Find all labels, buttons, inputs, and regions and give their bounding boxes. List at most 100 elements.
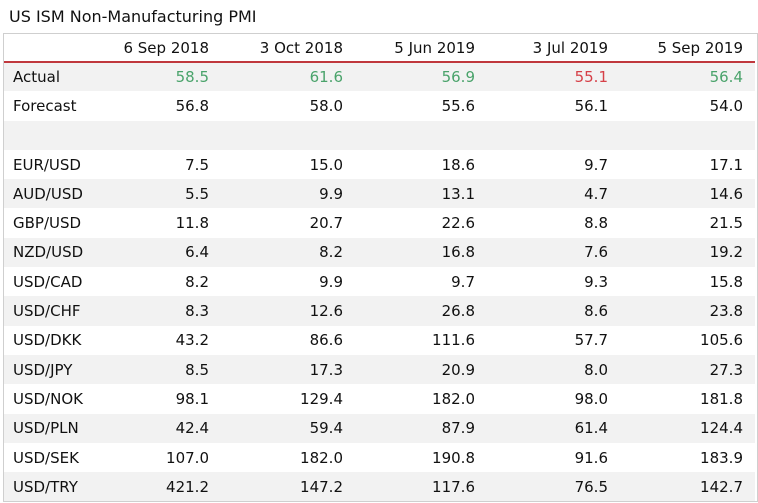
value-cell: 5.5 <box>103 179 221 209</box>
table-row: GBP/USD 11.8 20.7 22.6 8.8 21.5 <box>4 208 755 238</box>
value-cell: 9.9 <box>221 179 355 209</box>
table-row: USD/CAD 8.2 9.9 9.7 9.3 15.8 <box>4 267 755 297</box>
value-cell: 421.2 <box>103 472 221 502</box>
value-cell: 15.8 <box>620 267 755 297</box>
value-cell: 16.8 <box>355 237 487 268</box>
value-cell: 6.4 <box>103 237 221 268</box>
value-cell: 54.0 <box>620 91 755 121</box>
table-row: USD/DKK 43.2 86.6 111.6 57.7 105.6 <box>4 325 755 355</box>
row-label: USD/NOK <box>4 384 103 414</box>
value-cell: 15.0 <box>221 149 355 180</box>
value-cell: 111.6 <box>355 325 487 355</box>
value-cell: 107.0 <box>103 442 221 473</box>
value-cell: 7.5 <box>103 149 221 180</box>
value-cell: 8.3 <box>103 296 221 326</box>
value-cell <box>355 120 487 150</box>
value-cell <box>620 120 755 150</box>
value-cell: 8.2 <box>103 267 221 297</box>
value-cell: 183.9 <box>620 442 755 473</box>
value-cell <box>103 120 221 150</box>
row-label: USD/JPY <box>4 354 103 385</box>
value-cell: 98.1 <box>103 384 221 414</box>
table-body: Actual 58.5 61.6 56.9 55.1 56.4 Forecast 56.8 58… <box>4 62 755 502</box>
value-cell: 61.4 <box>487 413 620 443</box>
value-cell: 181.8 <box>620 384 755 414</box>
value-cell: 9.3 <box>487 267 620 297</box>
table-row: NZD/USD 6.4 8.2 16.8 7.6 19.2 <box>4 237 755 268</box>
value-cell: 56.1 <box>487 91 620 121</box>
pmi-table-container: 6 Sep 2018 3 Oct 2018 5 Jun 2019 3 Jul 2… <box>3 33 758 503</box>
value-cell: 8.0 <box>487 354 620 385</box>
value-cell: 58.0 <box>221 91 355 121</box>
value-cell: 57.7 <box>487 325 620 355</box>
table-row: Actual 58.5 61.6 56.9 55.1 56.4 <box>4 62 755 92</box>
value-cell: 21.5 <box>620 208 755 238</box>
value-cell: 59.4 <box>221 413 355 443</box>
value-cell: 9.9 <box>221 267 355 297</box>
value-cell: 9.7 <box>355 267 487 297</box>
value-cell: 27.3 <box>620 354 755 385</box>
column-header: 5 Jun 2019 <box>355 34 487 63</box>
table-title: US ISM Non-Manufacturing PMI <box>9 7 257 26</box>
value-cell: 23.8 <box>620 296 755 326</box>
value-cell: 20.9 <box>355 354 487 385</box>
value-cell: 56.4 <box>620 62 755 92</box>
value-cell: 61.6 <box>221 62 355 92</box>
table-row: Forecast 56.8 58.0 55.6 56.1 54.0 <box>4 91 755 121</box>
value-cell: 190.8 <box>355 442 487 473</box>
column-header: 5 Sep 2019 <box>620 34 755 63</box>
table-row: USD/CHF 8.3 12.6 26.8 8.6 23.8 <box>4 296 755 326</box>
value-cell: 43.2 <box>103 325 221 355</box>
row-label: EUR/USD <box>4 149 103 180</box>
value-cell: 22.6 <box>355 208 487 238</box>
value-cell: 86.6 <box>221 325 355 355</box>
value-cell: 142.7 <box>620 472 755 502</box>
row-label: Actual <box>4 62 103 92</box>
value-cell: 17.3 <box>221 354 355 385</box>
table-row: USD/TRY 421.2 147.2 117.6 76.5 142.7 <box>4 472 755 502</box>
value-cell: 98.0 <box>487 384 620 414</box>
value-cell: 129.4 <box>221 384 355 414</box>
value-cell: 8.5 <box>103 354 221 385</box>
value-cell: 11.8 <box>103 208 221 238</box>
table-row: USD/NOK 98.1 129.4 182.0 98.0 181.8 <box>4 384 755 414</box>
table-row: AUD/USD 5.5 9.9 13.1 4.7 14.6 <box>4 179 755 209</box>
corner-cell <box>4 34 103 63</box>
pmi-table: 6 Sep 2018 3 Oct 2018 5 Jun 2019 3 Jul 2… <box>4 34 755 502</box>
row-label: AUD/USD <box>4 179 103 209</box>
column-header: 3 Jul 2019 <box>487 34 620 63</box>
value-cell: 56.9 <box>355 62 487 92</box>
table-row: USD/JPY 8.5 17.3 20.9 8.0 27.3 <box>4 354 755 385</box>
value-cell: 18.6 <box>355 149 487 180</box>
spacer-row <box>4 120 755 150</box>
row-label: USD/CAD <box>4 267 103 297</box>
row-label: USD/SEK <box>4 442 103 473</box>
value-cell: 56.8 <box>103 91 221 121</box>
value-cell: 182.0 <box>221 442 355 473</box>
value-cell: 55.1 <box>487 62 620 92</box>
value-cell: 20.7 <box>221 208 355 238</box>
table-row: USD/PLN 42.4 59.4 87.9 61.4 124.4 <box>4 413 755 443</box>
value-cell: 87.9 <box>355 413 487 443</box>
value-cell: 8.2 <box>221 237 355 268</box>
value-cell: 76.5 <box>487 472 620 502</box>
value-cell: 147.2 <box>221 472 355 502</box>
row-label: NZD/USD <box>4 237 103 268</box>
row-label: USD/TRY <box>4 472 103 502</box>
value-cell: 9.7 <box>487 149 620 180</box>
row-label: GBP/USD <box>4 208 103 238</box>
value-cell <box>221 120 355 150</box>
value-cell: 19.2 <box>620 237 755 268</box>
value-cell: 58.5 <box>103 62 221 92</box>
value-cell: 124.4 <box>620 413 755 443</box>
value-cell: 4.7 <box>487 179 620 209</box>
header-row: 6 Sep 2018 3 Oct 2018 5 Jun 2019 3 Jul 2… <box>4 34 755 63</box>
value-cell: 55.6 <box>355 91 487 121</box>
value-cell: 8.8 <box>487 208 620 238</box>
value-cell <box>487 120 620 150</box>
value-cell: 14.6 <box>620 179 755 209</box>
row-label <box>4 120 103 150</box>
value-cell: 42.4 <box>103 413 221 443</box>
value-cell: 17.1 <box>620 149 755 180</box>
row-label: USD/DKK <box>4 325 103 355</box>
